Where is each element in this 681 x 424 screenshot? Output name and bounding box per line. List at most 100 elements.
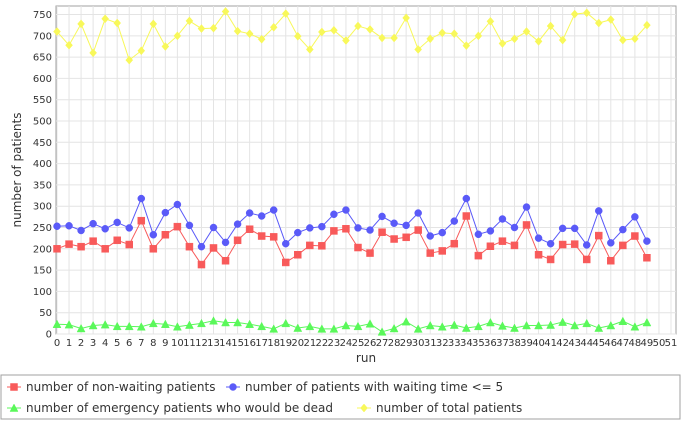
- data-point: [257, 232, 266, 240]
- data-point: [522, 320, 531, 330]
- data-point: [354, 243, 362, 252]
- data-point: [330, 25, 338, 35]
- data-point: [619, 35, 627, 45]
- data-point: [305, 321, 315, 331]
- data-point: [101, 14, 109, 24]
- data-point: [426, 34, 435, 44]
- data-point: [402, 221, 410, 230]
- x-tick-label: 19: [279, 338, 292, 349]
- x-tick-label: 29: [400, 338, 413, 349]
- data-point: [546, 320, 556, 329]
- data-point: [161, 208, 170, 217]
- y-tick-label: 600: [33, 74, 52, 85]
- data-point: [173, 31, 182, 41]
- y-tick-label: 100: [33, 287, 52, 298]
- x-tick-label: 10: [171, 338, 184, 349]
- data-point: [450, 29, 459, 39]
- x-tick-label: 39: [520, 338, 533, 349]
- x-tick-label: 25: [352, 338, 365, 349]
- data-point: [233, 317, 243, 327]
- data-point: [570, 240, 579, 248]
- x-tick-label: 27: [376, 338, 389, 349]
- data-point: [342, 206, 350, 214]
- data-point: [209, 244, 218, 252]
- data-point: [354, 21, 362, 31]
- data-point: [172, 322, 182, 331]
- x-axis-ticks: 0 1 2 3 4 5 6 7 8 9 10 11 12 13 14 15 16 17 18 19 20 21 22 23 24…: [54, 338, 678, 349]
- x-tick-label: 8: [150, 338, 156, 349]
- data-point: [522, 203, 531, 211]
- y-tick-label: 750: [33, 10, 52, 21]
- y-tick-label: 150: [33, 266, 52, 277]
- data-point: [257, 212, 266, 220]
- data-point: [607, 256, 615, 265]
- data-point: [330, 227, 338, 235]
- data-point: [125, 55, 134, 65]
- legend-label: number of patients with waiting time <= …: [245, 380, 503, 394]
- x-tick-label: 5: [114, 338, 120, 349]
- x-tick-label: 20: [291, 338, 304, 349]
- data-point: [498, 237, 507, 245]
- x-tick-label: 38: [508, 338, 521, 349]
- data-point: [450, 239, 459, 248]
- data-point: [365, 319, 375, 328]
- data-point: [473, 321, 483, 331]
- data-point: [618, 316, 628, 325]
- data-point: [450, 217, 459, 225]
- data-point: [77, 242, 85, 251]
- data-point: [389, 323, 399, 333]
- x-tick-label: 7: [138, 338, 144, 349]
- data-point: [595, 207, 603, 215]
- data-point: [113, 218, 121, 227]
- data-point: [353, 321, 363, 331]
- data-point: [148, 318, 158, 328]
- x-tick-label: 14: [219, 338, 232, 349]
- y-tick-label: 300: [33, 202, 52, 213]
- data-point: [378, 33, 386, 43]
- data-point: [486, 16, 495, 26]
- data-point: [101, 245, 109, 253]
- data-point: [185, 16, 194, 26]
- data-point: [318, 27, 326, 37]
- data-point: [160, 319, 170, 328]
- data-point: [53, 245, 61, 253]
- data-point: [53, 222, 61, 230]
- data-point: [366, 249, 374, 257]
- data-point: [606, 15, 615, 25]
- data-point: [438, 28, 447, 38]
- data-point: [281, 239, 290, 248]
- data-point: [101, 225, 109, 233]
- legend-marker: [9, 403, 19, 412]
- x-tick-label: 23: [328, 338, 341, 349]
- data-point: [510, 223, 519, 232]
- data-point: [401, 317, 411, 326]
- data-point: [582, 318, 592, 328]
- data-point: [486, 242, 495, 250]
- data-point: [305, 45, 314, 54]
- x-tick-label: 40: [532, 338, 545, 349]
- data-point: [125, 224, 133, 232]
- y-axis-title: number of patients: [10, 113, 24, 228]
- data-point: [594, 18, 603, 28]
- data-point: [378, 212, 386, 221]
- data-point: [294, 251, 302, 259]
- series-group: [52, 7, 652, 336]
- data-point: [221, 7, 230, 16]
- legend-item: number of non-waiting patients: [7, 380, 215, 394]
- data-point: [643, 237, 651, 245]
- y-tick-label: 550: [33, 95, 52, 106]
- data-point: [414, 209, 422, 217]
- data-point: [197, 260, 206, 269]
- x-tick-label: 16: [243, 338, 256, 349]
- data-point: [197, 242, 206, 251]
- data-point: [366, 25, 374, 34]
- data-point: [317, 324, 327, 333]
- data-point: [269, 22, 278, 32]
- data-point: [318, 222, 326, 231]
- data-point: [209, 223, 218, 232]
- data-point: [173, 200, 182, 209]
- data-point: [630, 322, 640, 331]
- data-point: [498, 215, 507, 223]
- data-point: [595, 231, 603, 240]
